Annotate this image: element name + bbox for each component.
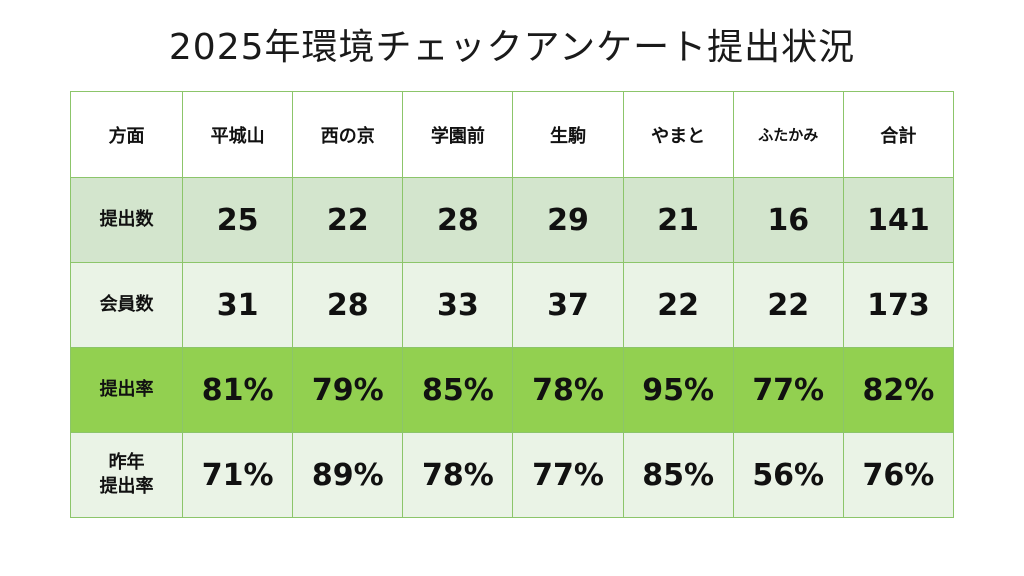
row-label-submitted: 提出数 (69, 177, 184, 263)
header-total: 合計 (842, 91, 955, 178)
table-cell: 22 (292, 177, 404, 263)
table-cell: 37 (512, 262, 624, 348)
table-cell: 78% (402, 432, 514, 518)
row-label-line: 提出率 (99, 476, 154, 497)
table-cell: 33 (402, 262, 514, 348)
table-cell: 29 (512, 177, 624, 263)
submission-status-table: 方面 平城山 西の京 学園前 生駒 やまと ふたかみ 合計 提出数 25 22 … (69, 91, 955, 518)
table-cell: 85% (402, 347, 514, 433)
table-cell: 78% (512, 347, 624, 433)
table-row-rate: 提出率 81% 79% 85% 78% 95% 77% 82% (69, 347, 955, 433)
table-cell: 31 (182, 262, 294, 348)
table-cell: 56% (732, 432, 844, 518)
header-narayama: 平城山 (182, 91, 294, 178)
header-ikoma: 生駒 (512, 91, 624, 178)
header-gakuenmae: 学園前 (402, 91, 514, 178)
header-nishinokyo: 西の京 (292, 91, 404, 178)
table-row-last-year-rate: 昨年 提出率 71% 89% 78% 77% 85% 56% 76% (69, 432, 955, 518)
table-cell: 85% (622, 432, 734, 518)
table-cell: 28 (402, 177, 514, 263)
header-futakami: ふたかみ (732, 91, 844, 178)
table-cell: 28 (292, 262, 404, 348)
table-cell: 89% (292, 432, 404, 518)
table-row-submitted: 提出数 25 22 28 29 21 16 141 (69, 177, 955, 263)
table-cell: 16 (732, 177, 844, 263)
table-cell: 71% (182, 432, 294, 518)
table-cell-total: 82% (842, 347, 955, 433)
table-cell: 22 (622, 262, 734, 348)
table-cell-total: 76% (842, 432, 955, 518)
table-header-row: 方面 平城山 西の京 学園前 生駒 やまと ふたかみ 合計 (69, 91, 955, 178)
table-cell-total: 173 (842, 262, 955, 348)
row-label-members: 会員数 (69, 262, 184, 348)
row-label-line: 昨年 (108, 452, 145, 473)
table-cell: 79% (292, 347, 404, 433)
header-area: 方面 (69, 91, 184, 178)
table-cell: 22 (732, 262, 844, 348)
table-cell: 77% (732, 347, 844, 433)
table-cell: 81% (182, 347, 294, 433)
table-row-members: 会員数 31 28 33 37 22 22 173 (69, 262, 955, 348)
table-cell: 25 (182, 177, 294, 263)
page-title: 2025年環境チェックアンケート提出状況 (168, 27, 856, 68)
table-cell: 95% (622, 347, 734, 433)
row-label-rate: 提出率 (69, 347, 184, 433)
table-cell: 77% (512, 432, 624, 518)
row-label-last-year-rate: 昨年 提出率 (69, 432, 184, 518)
table-cell: 21 (622, 177, 734, 263)
header-yamato: やまと (622, 91, 734, 178)
table-cell-total: 141 (842, 177, 955, 263)
